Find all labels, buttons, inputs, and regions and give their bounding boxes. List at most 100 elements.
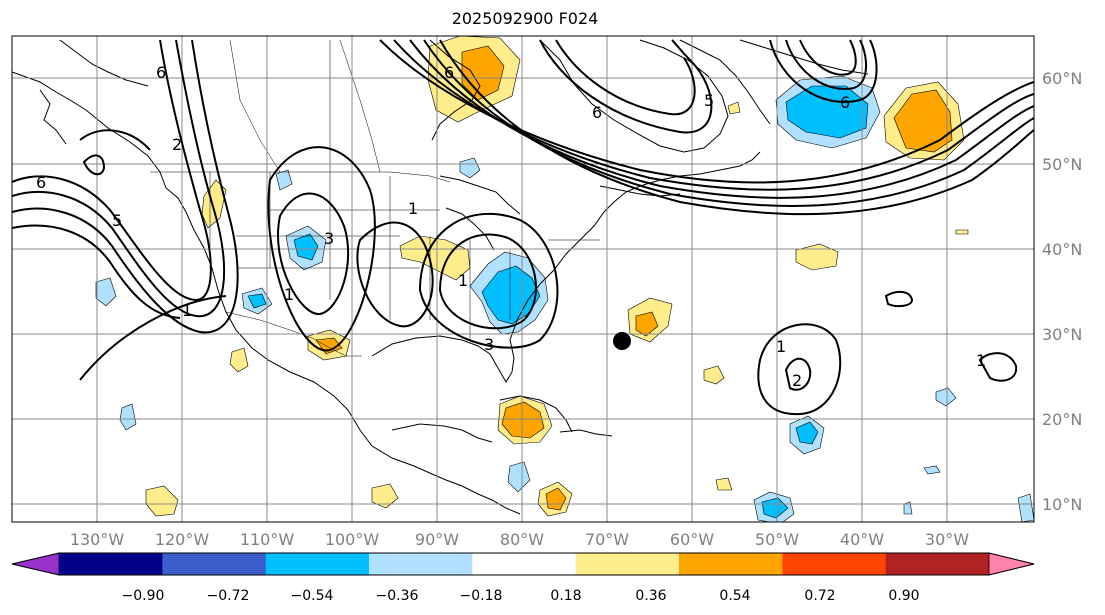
lon-label: 80°W [500, 530, 544, 549]
anomaly-blue-region [95, 277, 117, 307]
coastline [445, 207, 495, 251]
colorbar-tick: −0.54 [291, 588, 334, 604]
contour-label: 5 [112, 211, 122, 230]
contour-line [438, 233, 537, 330]
lat-label: 40°N [1042, 240, 1082, 259]
contour-label: 1 [182, 301, 192, 320]
colorbar-extend-low [11, 552, 60, 576]
state-border [429, 236, 600, 340]
anomaly-blue-core [761, 497, 789, 519]
colorbar-swatch [885, 553, 990, 575]
map-title: 2025092900 F024 [451, 9, 599, 28]
country-border [229, 39, 331, 173]
colorbar-tick: 0.18 [550, 588, 581, 604]
contour-line [555, 39, 696, 116]
contour-layer [12, 39, 1034, 416]
contour-label: 6 [156, 63, 166, 82]
country-border [225, 311, 362, 357]
contour-label: 6 [36, 173, 46, 192]
contour-label-layer: 6 6 2 5 1 1 3 1 1 3 6 6 5 6 1 2 1 [36, 63, 986, 390]
anomaly-blue-region [119, 403, 137, 431]
contour-label: 2 [792, 371, 802, 390]
coastline [391, 423, 493, 443]
contour-line [277, 192, 350, 316]
contour-label: 6 [840, 93, 850, 112]
colorbar-tick: 0.54 [719, 588, 750, 604]
contour-label: 1 [284, 285, 294, 304]
contour-line [356, 221, 434, 328]
lat-label: 10°N [1042, 495, 1082, 514]
contour-line [423, 39, 1034, 207]
anomaly-blue-region [507, 461, 531, 493]
colorbar-extend-high [988, 552, 1035, 576]
contour-label: 6 [592, 103, 602, 122]
lon-label: 60°W [670, 530, 714, 549]
contour-label: 1 [458, 271, 468, 290]
contour-line [884, 290, 914, 308]
lon-label: 70°W [585, 530, 629, 549]
anomaly-yellow-region [399, 235, 471, 281]
lon-label: 50°W [755, 530, 799, 549]
anomaly-yellow-region [795, 243, 839, 271]
contour-line [82, 154, 106, 176]
colorbar-tick-labels: −0.90 −0.72 −0.54 −0.36 −0.18 0.18 0.36 … [122, 588, 920, 604]
lon-label: 30°W [925, 530, 969, 549]
coastline [599, 185, 681, 197]
lon-label: 90°W [415, 530, 459, 549]
anomaly-blue-region [923, 465, 941, 475]
anomaly-blue-region [1017, 493, 1034, 522]
contour-label: 3 [484, 335, 494, 354]
colorbar-tick: 0.36 [635, 588, 666, 604]
contour-line [785, 39, 867, 90]
lon-label: 100°W [325, 530, 380, 549]
contour-line [12, 39, 212, 302]
contour-line [769, 39, 878, 103]
state-border [209, 172, 440, 320]
colorbar-tick: −0.72 [207, 588, 250, 604]
coastline [371, 151, 761, 383]
anomaly-yellow-region [715, 477, 733, 491]
lat-label: 30°N [1042, 325, 1082, 344]
contour-label: 6 [444, 63, 454, 82]
lat-label: 50°N [1042, 155, 1082, 174]
contour-line [799, 39, 857, 76]
colorbar-tick: 0.72 [804, 588, 835, 604]
longitude-labels: 130°W 120°W 110°W 100°W 90°W 80°W 70°W 6… [70, 530, 969, 549]
coastline [739, 39, 869, 75]
colorbar-swatch [59, 553, 163, 575]
colorbar: −0.90 −0.72 −0.54 −0.36 −0.18 0.18 0.36 … [11, 552, 1035, 604]
coastline [39, 89, 67, 145]
shaded-anomaly-layer [95, 36, 1034, 522]
anomaly-yellow-region [955, 229, 969, 235]
contour-line [978, 352, 1018, 382]
coastline [439, 175, 521, 215]
anomaly-blue-core [247, 293, 267, 309]
lat-label: 60°N [1042, 69, 1082, 88]
contour-line [12, 224, 181, 319]
anomaly-blue-core [795, 421, 819, 445]
anomaly-yellow-region [727, 101, 741, 115]
contour-line [12, 39, 239, 334]
coastline [499, 395, 573, 433]
contour-label: 2 [172, 135, 182, 154]
contour-line [393, 39, 1034, 191]
state-border [339, 39, 381, 173]
anomaly-blue-region [903, 501, 913, 515]
coastline [679, 39, 771, 125]
coastline [559, 429, 613, 437]
contour-label: 1 [776, 337, 786, 356]
contour-label: 1 [976, 351, 986, 370]
coastline [59, 39, 149, 87]
anomaly-orange-core [635, 311, 659, 337]
lon-label: 40°W [840, 530, 884, 549]
contour-line [79, 129, 151, 151]
anomaly-yellow-region [703, 365, 725, 385]
anomaly-blue-region [459, 157, 481, 179]
contour-line [267, 146, 376, 352]
colorbar-tick: −0.18 [460, 588, 503, 604]
contour-line [418, 212, 559, 349]
anomaly-blue-core [785, 85, 869, 139]
border-layer [150, 39, 600, 357]
anomaly-orange-core [501, 401, 545, 439]
